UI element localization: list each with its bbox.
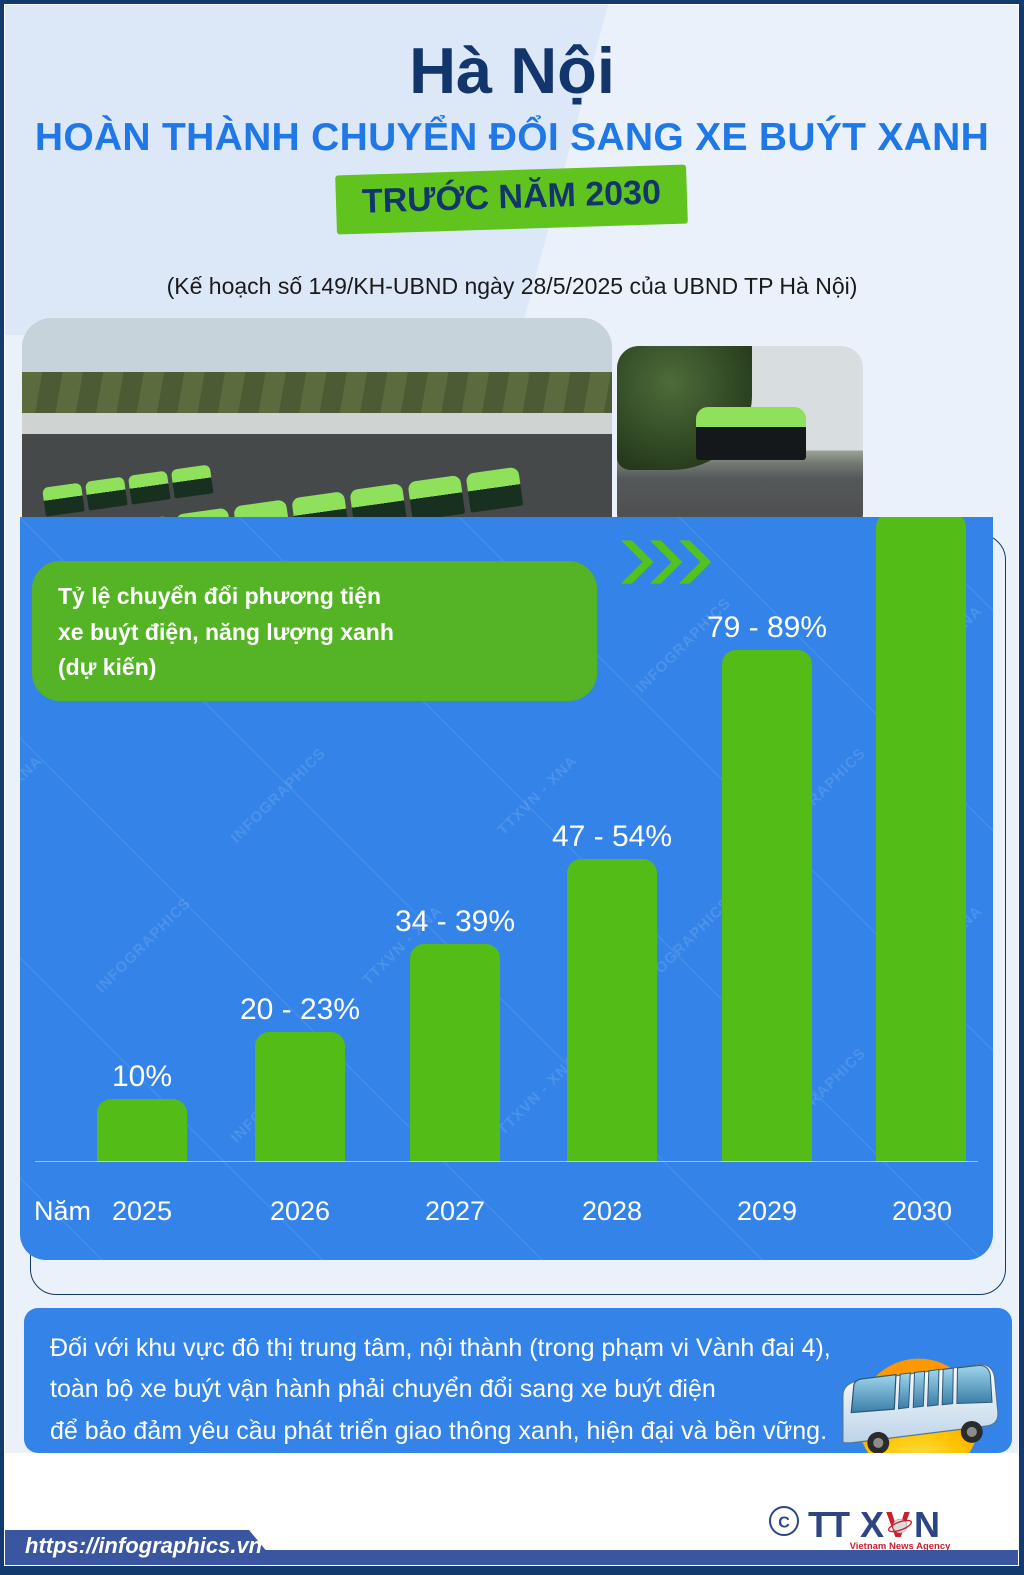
- svg-text:TT: TT: [808, 1504, 850, 1545]
- svg-text:X: X: [860, 1504, 884, 1545]
- svg-text:N: N: [914, 1504, 940, 1545]
- svg-text:C: C: [778, 1515, 790, 1532]
